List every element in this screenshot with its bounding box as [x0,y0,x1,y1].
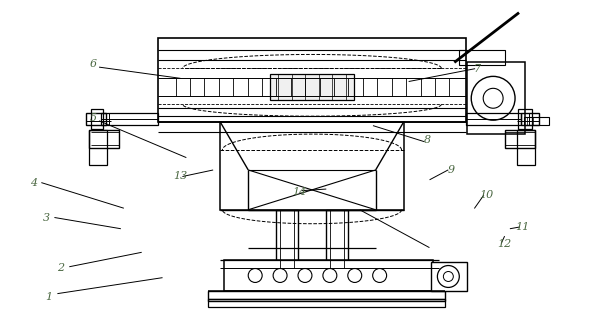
Text: 11: 11 [515,222,529,232]
Bar [224,259,434,291]
Circle shape [437,266,459,287]
Text: 5: 5 [90,113,97,123]
Circle shape [443,272,453,281]
Bar [158,38,466,122]
Text: 8: 8 [423,135,431,145]
Bar [459,51,505,66]
Bar [467,62,525,134]
Bar [89,130,119,148]
Circle shape [273,268,287,282]
Circle shape [373,268,387,282]
Bar [505,130,535,148]
Text: 12: 12 [498,239,511,250]
Bar [91,109,103,129]
Bar [89,130,107,165]
Bar [208,299,446,308]
Text: 3: 3 [42,212,50,223]
Circle shape [248,268,262,282]
Bar [208,291,446,301]
Text: 14: 14 [292,187,306,197]
Circle shape [348,268,362,282]
Bar [431,261,467,291]
Text: 10: 10 [480,190,494,200]
Circle shape [471,76,515,120]
Circle shape [298,268,312,282]
Circle shape [483,88,503,108]
Bar [86,113,106,125]
Circle shape [323,268,337,282]
Text: 4: 4 [30,178,38,188]
Bar [466,113,521,125]
Bar [524,117,549,125]
Text: 6: 6 [90,59,97,69]
Bar [276,210,298,267]
Bar [326,210,348,267]
Text: 2: 2 [57,263,65,273]
Bar [518,109,532,129]
Bar [521,113,539,125]
Text: 7: 7 [474,64,481,74]
Text: 9: 9 [447,165,454,175]
Text: 13: 13 [173,171,187,181]
Text: 1: 1 [45,292,53,302]
Bar [270,74,354,100]
Bar [101,113,158,125]
Bar [517,130,535,165]
Bar [220,122,404,210]
